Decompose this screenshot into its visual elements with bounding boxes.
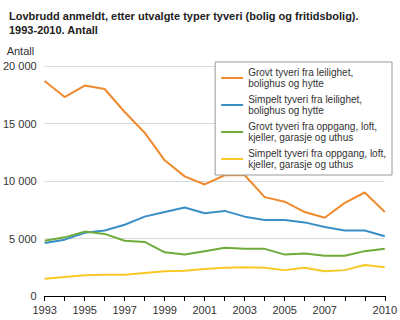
- svg-text:2005: 2005: [272, 304, 296, 316]
- svg-text:1993: 1993: [32, 304, 56, 316]
- svg-text:10 000: 10 000: [3, 175, 37, 187]
- svg-text:bolighus og hytte: bolighus og hytte: [248, 78, 324, 89]
- svg-text:2007: 2007: [313, 304, 337, 316]
- svg-text:15 000: 15 000: [3, 118, 37, 130]
- svg-text:2003: 2003: [232, 304, 256, 316]
- svg-text:1999: 1999: [152, 304, 176, 316]
- svg-text:Simpelt tyveri fra oppgang, lo: Simpelt tyveri fra oppgang, loft,: [248, 148, 386, 159]
- svg-text:Grovt tyveri fra leilighet,: Grovt tyveri fra leilighet,: [248, 67, 353, 78]
- svg-text:bolighus og hytte: bolighus og hytte: [248, 105, 324, 116]
- svg-text:1997: 1997: [112, 304, 136, 316]
- svg-text:20 000: 20 000: [3, 60, 37, 72]
- svg-text:2010: 2010: [373, 304, 397, 316]
- svg-text:Grovt tyveri fra oppgang, loft: Grovt tyveri fra oppgang, loft,: [248, 121, 377, 132]
- svg-text:5 000: 5 000: [9, 233, 37, 245]
- svg-text:0: 0: [31, 290, 37, 302]
- svg-text:Lovbrudd anmeldt, etter utvalg: Lovbrudd anmeldt, etter utvalgte typer t…: [9, 10, 359, 22]
- svg-text:Simpelt tyveri fra leilighet,: Simpelt tyveri fra leilighet,: [248, 94, 362, 105]
- svg-text:Antall: Antall: [7, 45, 35, 57]
- svg-text:kjeller, garasje og uthus: kjeller, garasje og uthus: [248, 132, 353, 143]
- svg-text:kjeller, garasje og uthus: kjeller, garasje og uthus: [248, 159, 353, 170]
- svg-text:2001: 2001: [192, 304, 216, 316]
- svg-text:1995: 1995: [72, 304, 96, 316]
- svg-text:1993-2010. Antall: 1993-2010. Antall: [9, 24, 98, 36]
